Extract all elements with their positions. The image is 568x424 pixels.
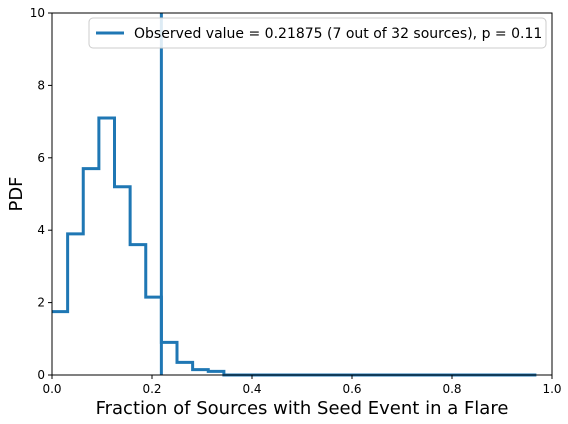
legend-entry: Observed value = 0.21875 (7 out of 32 so… xyxy=(134,26,542,42)
y-axis: 0 2 4 6 8 10 xyxy=(30,6,52,382)
x-tick-label: 0.0 xyxy=(42,382,61,396)
y-tick-label: 6 xyxy=(37,151,45,165)
axes-frame xyxy=(51,12,553,376)
x-axis-label: Fraction of Sources with Seed Event in a… xyxy=(96,398,509,419)
histogram-step-line xyxy=(52,116,537,377)
plot-area xyxy=(52,13,537,377)
x-tick-label: 0.6 xyxy=(342,382,361,396)
y-tick-label: 0 xyxy=(37,368,45,382)
x-tick-label: 0.4 xyxy=(242,382,261,396)
x-tick-label: 0.2 xyxy=(142,382,161,396)
y-tick-label: 10 xyxy=(30,6,45,20)
x-tick-label: 0.8 xyxy=(442,382,461,396)
legend: Observed value = 0.21875 (7 out of 32 so… xyxy=(88,17,547,49)
x-tick-label: 1.0 xyxy=(542,382,561,396)
x-axis: 0.0 0.2 0.4 0.6 0.8 1.0 xyxy=(42,375,562,396)
y-tick-label: 8 xyxy=(37,78,45,92)
y-axis-label: PDF xyxy=(6,176,27,211)
y-tick-label: 2 xyxy=(37,296,45,310)
legend-box xyxy=(88,17,547,49)
y-tick-label: 4 xyxy=(37,223,45,237)
